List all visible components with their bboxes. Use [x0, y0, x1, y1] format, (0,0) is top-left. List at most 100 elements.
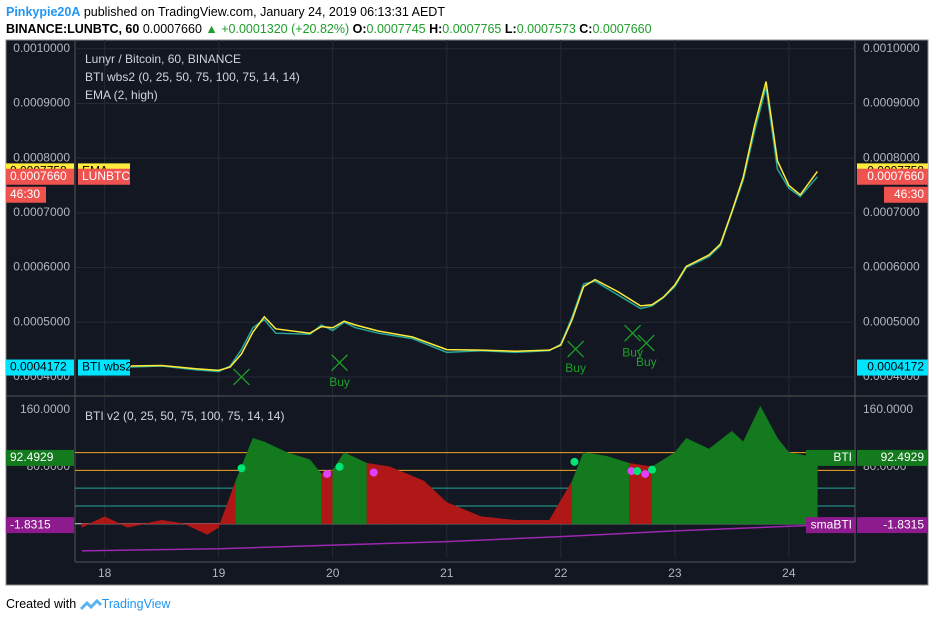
- y-tick-label: 0.0009000: [13, 96, 70, 110]
- buy-marker: [567, 340, 585, 358]
- ohlc-value: 0.0007573: [516, 22, 576, 36]
- ohlc-value: 0.0007660: [592, 22, 652, 36]
- price-badge: [857, 359, 928, 376]
- area-segment: [674, 437, 687, 525]
- price-badge: [6, 449, 74, 466]
- badge-name-box: [78, 359, 130, 376]
- badge-label: -1.8315: [10, 517, 51, 531]
- footer: Created with TradingView: [6, 597, 170, 611]
- area-segment: [731, 430, 744, 525]
- price-badge: [6, 517, 74, 534]
- price-badge: [857, 449, 928, 466]
- area-segment: [514, 519, 550, 525]
- logo: [79, 598, 102, 610]
- symbol-line: BINANCE:LUNBTC, 60 0.0007660 ▲ +0.000132…: [6, 22, 652, 36]
- area-segment: [161, 519, 185, 525]
- buy-marker: [624, 324, 642, 342]
- y-tick-label: 0.0010000: [863, 41, 920, 55]
- ohlc-label: O:: [352, 22, 367, 36]
- buy-label: Buy: [622, 345, 643, 359]
- buy-marker: [637, 334, 655, 352]
- x-tick-label: 20: [326, 566, 340, 580]
- legend-entry: BTI wbs2 (0, 25, 50, 75, 100, 75, 14, 14…: [85, 70, 300, 84]
- ohlc-label: C:: [579, 22, 593, 36]
- countdown: 46:30: [894, 187, 924, 201]
- badge-name: smaBTI: [811, 517, 852, 531]
- area-segment: [685, 437, 710, 525]
- y-tick-label: 0.0005000: [863, 314, 920, 328]
- y-tick-label: 0.0010000: [13, 41, 70, 55]
- badge-label: 0.0007660: [10, 169, 67, 183]
- badge-name: BTI wbs2: [82, 360, 132, 374]
- signal-dot: [570, 457, 579, 466]
- price-badge: [6, 359, 74, 376]
- badge-name: BTI: [833, 450, 852, 464]
- x-tick-label: 19: [212, 566, 226, 580]
- badge-name-box: [78, 168, 130, 185]
- price-badge: [857, 517, 928, 534]
- buy-label: Buy: [565, 361, 586, 375]
- buy-label: Buy: [329, 375, 350, 389]
- y-tick-label: 160.0000: [863, 402, 913, 416]
- ohlc: O:0.0007745 H:0.0007765 L:0.0007573 C:0.…: [353, 22, 652, 36]
- area-segment: [606, 455, 630, 525]
- published: published on TradingView.com, January 24…: [83, 5, 445, 19]
- ohlc-value: 0.0007765: [442, 22, 502, 36]
- signal-dot: [648, 465, 657, 474]
- badge-name: LUNBTC: [82, 169, 130, 183]
- badge-label: 0.0004172: [867, 360, 924, 374]
- x-tick-label: 21: [440, 566, 454, 580]
- series-line: [81, 81, 818, 372]
- change: ▲ +0.0001320 (+20.82%): [205, 22, 350, 36]
- badge-label: 0.0007660: [867, 169, 924, 183]
- countdown: 46:30: [10, 187, 40, 201]
- footer-text: Created with: [6, 597, 77, 611]
- area-segment: [321, 470, 333, 525]
- x-tick-label: 18: [98, 566, 112, 580]
- x-tick-label: 24: [782, 566, 796, 580]
- y-tick-label: 160.0000: [20, 402, 70, 416]
- area-segment: [343, 452, 368, 525]
- last-price: 0.0007660: [142, 22, 202, 36]
- price-badge: [857, 168, 928, 185]
- panel-title: BTI v2 (0, 25, 50, 75, 100, 75, 14, 14): [85, 409, 284, 423]
- y-tick-label: 0.0006000: [863, 260, 920, 274]
- brand[interactable]: TradingView: [101, 597, 171, 611]
- y-tick-label: 0.0008000: [13, 150, 70, 164]
- x-tick-label: 22: [554, 566, 568, 580]
- buy-label: Buy: [636, 355, 657, 369]
- signal-dot: [335, 462, 344, 471]
- badge-name-box: [806, 517, 856, 534]
- panel-title: Lunyr / Bitcoin, 60, BINANCE: [85, 52, 241, 66]
- badge-label: 92.4929: [10, 450, 54, 464]
- signal-dot: [633, 467, 642, 476]
- countdown-box: [6, 186, 46, 203]
- y-tick-label: 0.0007000: [863, 205, 920, 219]
- signal-dot: [323, 469, 332, 478]
- y-tick-label: 0.0006000: [13, 260, 70, 274]
- ohlc-value: 0.0007745: [366, 22, 426, 36]
- signal-dot: [627, 467, 636, 476]
- y-tick-label: 0.0009000: [863, 96, 920, 110]
- buy-marker: [331, 354, 349, 372]
- badge-label: -1.8315: [883, 517, 924, 531]
- x-tick-label: 23: [668, 566, 682, 580]
- signal-dot: [237, 464, 246, 473]
- badge-name-box: [806, 449, 856, 466]
- symbol: BINANCE:LUNBTC, 60: [6, 22, 140, 36]
- buy-marker: [233, 368, 250, 386]
- area-segment: [264, 441, 288, 525]
- series-line: [81, 524, 818, 552]
- area-segment: [252, 437, 265, 525]
- ohlc-label: H:: [429, 22, 443, 36]
- y-tick-label: 0.0007000: [13, 205, 70, 219]
- y-tick-label: 0.0008000: [863, 150, 920, 164]
- signal-dot: [641, 469, 650, 478]
- area-segment: [286, 452, 311, 525]
- price-badge: [6, 168, 74, 185]
- header-line: Pinkypie20A published on TradingView.com…: [6, 5, 445, 19]
- author[interactable]: Pinkypie20A: [6, 5, 81, 19]
- badge-label: 0.0004172: [10, 360, 67, 374]
- area-segment: [777, 437, 790, 525]
